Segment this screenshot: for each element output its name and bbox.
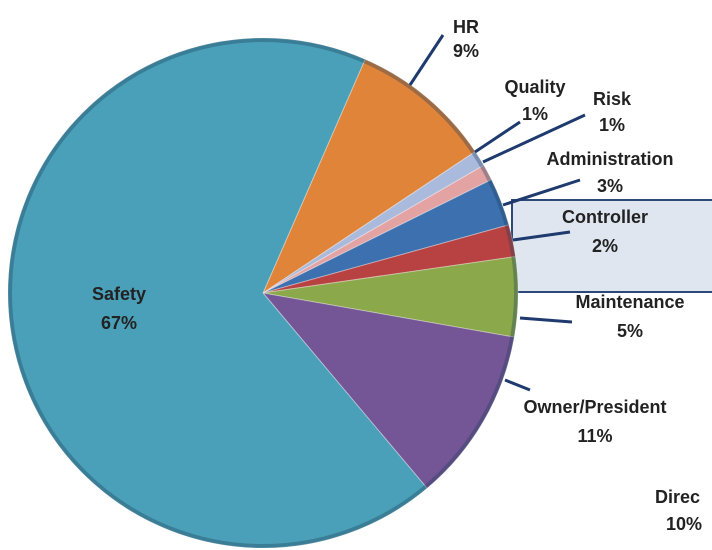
slice [262,255,519,338]
value-label: 3% [597,176,623,196]
annotation: 10% [666,514,702,534]
leader-line [502,178,581,207]
leader-line [512,230,571,242]
slice-label: Risk [593,89,632,109]
value-label: 2% [592,236,618,256]
slice [261,292,515,489]
slice-label: Owner/President [523,397,666,417]
leader-line [408,34,445,86]
leader-line [504,378,531,392]
value-label: 5% [617,321,643,341]
slice-label: Maintenance [575,292,684,312]
slice-label: Administration [546,149,673,169]
value-label: 1% [599,115,625,135]
slice-label: HR [453,17,479,37]
value-label: 11% [577,426,612,446]
value-label: 9% [453,41,479,61]
slice-label: Safety [92,284,146,304]
slice [262,178,510,294]
value-label: 67% [101,313,137,333]
annotation: Direc [655,487,700,507]
pie [7,37,519,549]
slice [262,224,516,294]
detail-box [511,199,712,293]
slice [261,58,476,295]
slice-label: Quality [504,77,565,97]
leader-line [482,113,586,164]
slice [262,164,493,294]
slice [7,37,428,549]
value-label: 1% [522,104,548,124]
leader-line [474,120,521,154]
labels: HR 9% Quality 1% Risk 1% Administration 3% Contr… [92,17,685,446]
slice-label: Controller [562,207,648,227]
pie-rim [8,38,518,548]
leader-line [519,316,573,324]
